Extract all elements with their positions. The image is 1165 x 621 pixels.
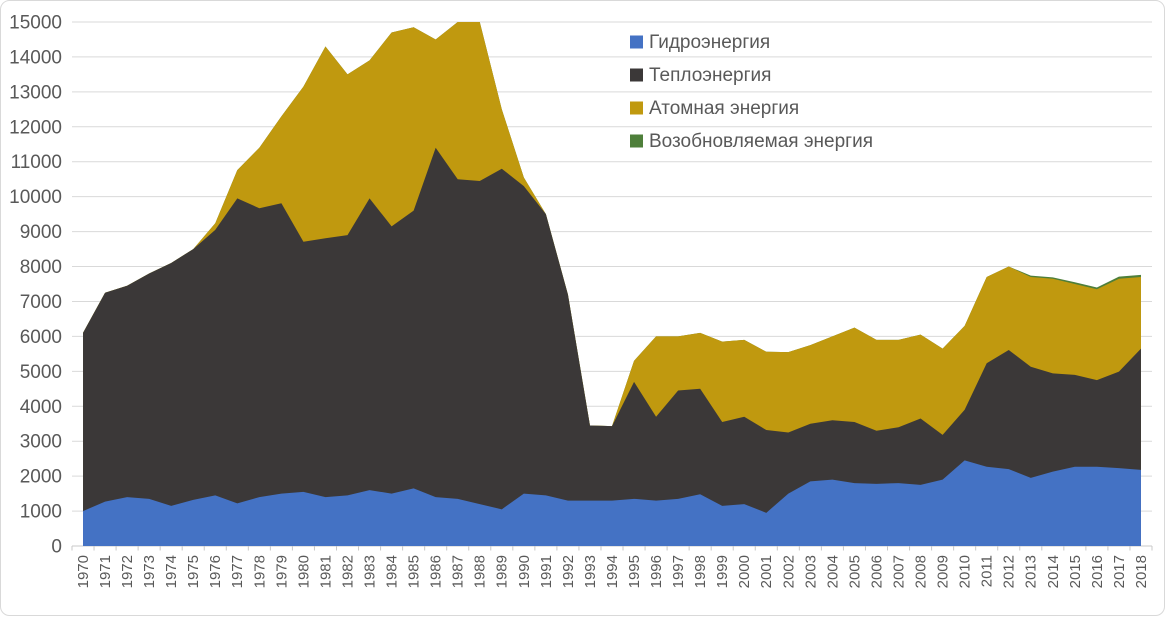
x-tick-label: 1970 bbox=[75, 555, 92, 588]
x-tick-label: 1989 bbox=[494, 555, 511, 588]
y-tick-label: 14000 bbox=[9, 47, 62, 68]
area-series-1[interactable] bbox=[83, 460, 1141, 546]
x-tick-label: 2014 bbox=[1045, 555, 1062, 588]
x-tick-label: 1978 bbox=[251, 555, 268, 588]
x-tick-label: 1988 bbox=[472, 555, 489, 588]
legend-swatch bbox=[630, 35, 643, 49]
x-tick-label: 1987 bbox=[450, 555, 467, 588]
x-tick-label: 1981 bbox=[317, 555, 334, 588]
legend-item-1[interactable]: Гидроэнергия bbox=[630, 32, 770, 53]
x-tick-label: 2015 bbox=[1067, 555, 1084, 588]
y-tick-label: 10000 bbox=[9, 187, 62, 208]
legend-label: Гидроэнергия bbox=[649, 32, 770, 53]
x-tick-label: 1990 bbox=[516, 555, 533, 588]
chart-legend: Гидроэнергия Теплоэнергия Атомная энергия В… bbox=[630, 32, 873, 152]
y-tick-label: 13000 bbox=[9, 82, 62, 103]
x-tick-label: 2013 bbox=[1023, 555, 1040, 588]
y-tick-label: 3000 bbox=[20, 432, 62, 453]
y-tick-label: 11000 bbox=[11, 152, 62, 173]
legend-label: Возобновляемая энергия bbox=[649, 131, 873, 152]
x-tick-label: 2008 bbox=[913, 555, 930, 588]
area-series-group bbox=[83, 22, 1141, 546]
x-tick-label: 2016 bbox=[1089, 555, 1106, 588]
x-tick-label: 1994 bbox=[604, 555, 621, 588]
y-tick-label: 8000 bbox=[20, 257, 62, 278]
x-tick-label: 1991 bbox=[538, 555, 555, 588]
x-axis-labels: 1970 1971 1972 1973 1974 1975 1976 1977 1978 1979… bbox=[75, 555, 1150, 588]
x-tick-label: 1985 bbox=[406, 555, 423, 588]
x-tick-label: 2012 bbox=[1001, 555, 1018, 588]
y-tick-label: 15000 bbox=[9, 13, 62, 34]
x-tick-label: 1999 bbox=[714, 555, 731, 588]
legend-swatch bbox=[630, 68, 643, 82]
x-tick-label: 2005 bbox=[846, 555, 863, 588]
y-axis-labels: 0 1000 2000 3000 4000 5000 6000 7000 8000 9000 100… bbox=[9, 13, 62, 558]
x-tick-label: 1993 bbox=[582, 555, 599, 588]
y-tick-label: 4000 bbox=[20, 397, 62, 418]
x-tick-label: 2018 bbox=[1133, 555, 1150, 588]
x-tick-label: 2010 bbox=[957, 555, 974, 588]
y-tick-label: 0 bbox=[51, 537, 62, 558]
x-tick-label: 1976 bbox=[207, 555, 224, 588]
y-tick-label: 1000 bbox=[20, 502, 62, 523]
x-axis-ticks bbox=[71, 546, 1153, 551]
x-tick-label: 1982 bbox=[339, 555, 356, 588]
x-tick-label: 2000 bbox=[736, 555, 753, 588]
x-tick-label: 2009 bbox=[935, 555, 952, 588]
x-tick-label: 1974 bbox=[163, 555, 180, 588]
x-tick-label: 2004 bbox=[824, 555, 841, 588]
x-tick-label: 1996 bbox=[648, 555, 665, 588]
x-tick-label: 2001 bbox=[758, 555, 775, 588]
x-tick-label: 2003 bbox=[802, 555, 819, 588]
x-tick-label: 1975 bbox=[185, 555, 202, 588]
legend-item-2[interactable]: Теплоэнергия bbox=[630, 65, 771, 86]
x-tick-label: 2011 bbox=[979, 555, 996, 587]
x-tick-label: 1980 bbox=[295, 555, 312, 588]
x-tick-label: 1977 bbox=[229, 555, 246, 588]
x-tick-label: 1995 bbox=[626, 555, 643, 588]
x-tick-label: 1984 bbox=[384, 555, 401, 588]
y-tick-label: 7000 bbox=[20, 292, 62, 313]
x-tick-label: 2007 bbox=[890, 555, 907, 588]
y-tick-label: 5000 bbox=[20, 362, 62, 383]
x-tick-label: 2002 bbox=[780, 555, 797, 588]
legend-swatch bbox=[630, 101, 643, 115]
y-tick-label: 6000 bbox=[20, 327, 62, 348]
y-tick-label: 12000 bbox=[9, 117, 62, 138]
y-tick-label: 9000 bbox=[20, 222, 62, 243]
x-tick-label: 1979 bbox=[273, 555, 290, 588]
x-tick-label: 1997 bbox=[670, 555, 687, 588]
legend-item-4[interactable]: Возобновляемая энергия bbox=[630, 131, 873, 152]
x-tick-label: 1983 bbox=[362, 555, 379, 588]
x-tick-label: 1973 bbox=[141, 555, 158, 588]
x-tick-label: 1998 bbox=[692, 555, 709, 588]
legend-swatch bbox=[630, 134, 643, 148]
y-tick-label: 2000 bbox=[20, 467, 62, 488]
legend-label: Теплоэнергия bbox=[649, 65, 771, 86]
x-tick-label: 1972 bbox=[119, 555, 136, 588]
x-tick-label: 2006 bbox=[868, 555, 885, 588]
x-tick-label: 1992 bbox=[560, 555, 577, 588]
area-series-2[interactable] bbox=[83, 147, 1141, 546]
x-tick-label: 1986 bbox=[428, 555, 445, 588]
legend-item-3[interactable]: Атомная энергия bbox=[630, 98, 799, 119]
x-tick-label: 1971 bbox=[97, 555, 114, 588]
x-tick-label: 2017 bbox=[1111, 555, 1128, 588]
legend-label: Атомная энергия bbox=[649, 98, 799, 119]
